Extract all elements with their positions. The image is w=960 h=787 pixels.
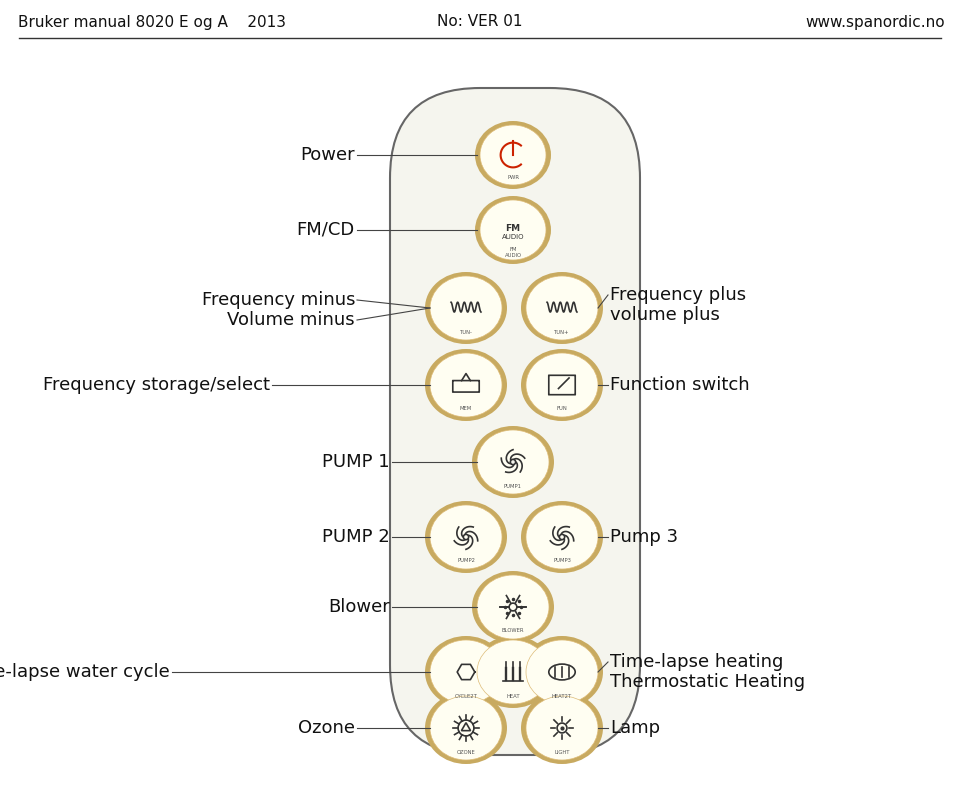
Text: PUMP3: PUMP3 xyxy=(553,559,571,563)
Ellipse shape xyxy=(425,636,507,708)
Ellipse shape xyxy=(526,276,598,340)
Ellipse shape xyxy=(472,636,554,708)
Ellipse shape xyxy=(425,501,507,573)
Text: Time-lapse water cycle: Time-lapse water cycle xyxy=(0,663,170,681)
Ellipse shape xyxy=(526,505,598,569)
Text: PUMP1: PUMP1 xyxy=(504,483,522,489)
Ellipse shape xyxy=(477,430,549,494)
Ellipse shape xyxy=(430,696,502,760)
Text: PUMP 1: PUMP 1 xyxy=(323,453,390,471)
Text: TUN+: TUN+ xyxy=(554,330,569,334)
Text: Volume minus: Volume minus xyxy=(228,311,355,329)
Text: BLOWER: BLOWER xyxy=(502,629,524,634)
Ellipse shape xyxy=(475,196,551,264)
Ellipse shape xyxy=(477,640,549,704)
Text: Power: Power xyxy=(300,146,355,164)
Text: AUDIO: AUDIO xyxy=(502,235,524,240)
Ellipse shape xyxy=(425,272,507,344)
Text: Ozone: Ozone xyxy=(298,719,355,737)
Ellipse shape xyxy=(480,125,546,185)
Text: HEAT: HEAT xyxy=(506,693,519,699)
Text: Lamp: Lamp xyxy=(610,719,660,737)
Text: FUN: FUN xyxy=(557,407,567,412)
Ellipse shape xyxy=(521,272,603,344)
Text: Thermostatic Heating: Thermostatic Heating xyxy=(610,673,805,691)
Ellipse shape xyxy=(472,426,554,498)
Text: OZONE: OZONE xyxy=(457,749,475,755)
Text: www.spanordic.no: www.spanordic.no xyxy=(805,14,945,29)
Circle shape xyxy=(560,534,564,540)
Ellipse shape xyxy=(430,276,502,340)
Ellipse shape xyxy=(477,575,549,639)
Text: No: VER 01: No: VER 01 xyxy=(437,14,523,29)
Circle shape xyxy=(464,534,468,540)
Ellipse shape xyxy=(521,636,603,708)
Circle shape xyxy=(511,460,516,464)
Text: FM
AUDIO: FM AUDIO xyxy=(505,247,521,258)
Text: LIGHT: LIGHT xyxy=(554,749,569,755)
FancyBboxPatch shape xyxy=(390,88,640,755)
Ellipse shape xyxy=(430,353,502,417)
Text: Frequency storage/select: Frequency storage/select xyxy=(43,376,270,394)
Ellipse shape xyxy=(425,692,507,764)
Ellipse shape xyxy=(480,200,546,260)
Text: Blower: Blower xyxy=(328,598,390,616)
Text: PWR: PWR xyxy=(507,175,519,180)
Text: PUMP 2: PUMP 2 xyxy=(323,528,390,546)
Text: Time-lapse heating: Time-lapse heating xyxy=(610,653,783,671)
Ellipse shape xyxy=(526,353,598,417)
Text: Function switch: Function switch xyxy=(610,376,750,394)
Ellipse shape xyxy=(521,349,603,421)
Text: TUN-: TUN- xyxy=(460,330,472,334)
Text: PUMP2: PUMP2 xyxy=(457,559,475,563)
Text: MEM: MEM xyxy=(460,407,472,412)
Ellipse shape xyxy=(521,501,603,573)
Ellipse shape xyxy=(425,349,507,421)
Ellipse shape xyxy=(475,121,551,189)
Text: Pump 3: Pump 3 xyxy=(610,528,678,546)
Ellipse shape xyxy=(521,692,603,764)
Text: Frequency minus: Frequency minus xyxy=(202,291,355,309)
Ellipse shape xyxy=(472,571,554,643)
Ellipse shape xyxy=(526,640,598,704)
Text: Frequency plus: Frequency plus xyxy=(610,286,746,304)
Ellipse shape xyxy=(430,505,502,569)
Circle shape xyxy=(509,603,516,611)
Text: CYCLE2T: CYCLE2T xyxy=(455,693,477,699)
Text: HEAT2T: HEAT2T xyxy=(552,693,572,699)
Text: FM: FM xyxy=(505,224,520,233)
Ellipse shape xyxy=(526,696,598,760)
Text: volume plus: volume plus xyxy=(610,306,720,324)
Ellipse shape xyxy=(430,640,502,704)
Text: Bruker manual 8020 E og A    2013: Bruker manual 8020 E og A 2013 xyxy=(18,14,286,29)
Text: FM/CD: FM/CD xyxy=(297,221,355,239)
